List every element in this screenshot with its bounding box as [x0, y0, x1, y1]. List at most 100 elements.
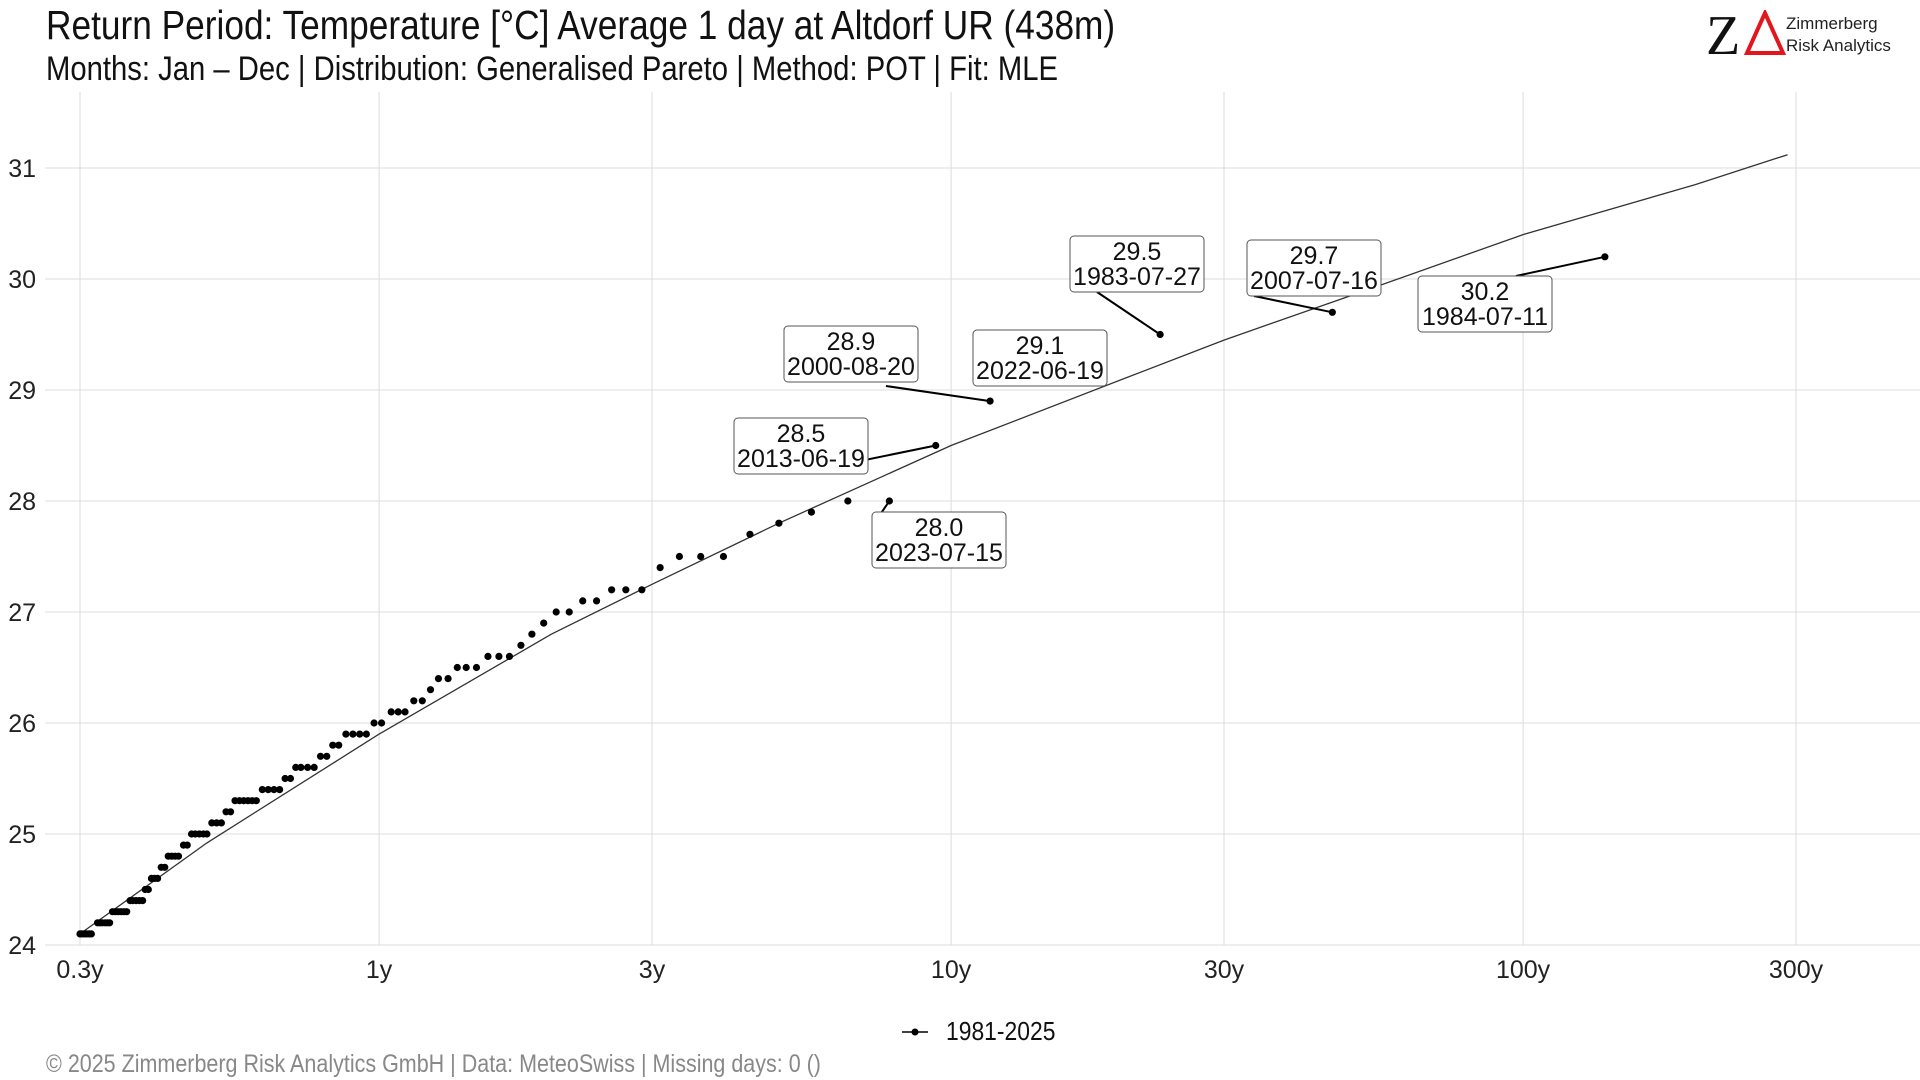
x-tick-label: 100y — [1496, 956, 1551, 984]
x-tick-label: 10y — [931, 956, 972, 984]
data-point — [453, 663, 461, 672]
annotation-date: 2022-06-19 — [976, 357, 1104, 385]
data-point — [323, 752, 331, 760]
annotation-date: 2000-08-20 — [787, 353, 915, 381]
data-point — [139, 897, 147, 905]
data-point — [418, 697, 426, 705]
data-point — [316, 752, 325, 760]
annotation-date: 2007-07-16 — [1250, 267, 1378, 295]
x-tick-label: 1y — [366, 956, 393, 984]
data-point — [370, 719, 378, 727]
x-tick-label: 300y — [1769, 956, 1824, 984]
x-tick-label: 3y — [639, 956, 666, 984]
y-tick-label: 24 — [8, 932, 36, 960]
data-point — [807, 508, 816, 516]
data-point — [106, 919, 114, 927]
data-point — [579, 597, 587, 605]
annotation-date: 2013-06-19 — [737, 445, 865, 473]
data-point — [986, 397, 994, 405]
data-point — [426, 686, 435, 694]
data-point — [349, 730, 357, 738]
data-point — [552, 608, 560, 616]
data-point — [377, 719, 386, 727]
logo-line2: Risk Analytics — [1786, 36, 1891, 55]
data-point — [292, 763, 300, 772]
data-point — [161, 863, 169, 871]
annotation-value: 29.5 — [1113, 238, 1162, 266]
data-point — [297, 763, 305, 772]
annotation-leader — [885, 385, 991, 403]
data-point — [444, 675, 452, 683]
logo-mark: Z — [1706, 5, 1741, 67]
data-point — [226, 808, 235, 816]
data-point — [335, 741, 343, 749]
data-point — [540, 619, 548, 627]
data-point — [844, 497, 852, 505]
y-axis-ticks: 24 25 26 27 28 29 30 31 — [8, 155, 36, 960]
data-point — [286, 774, 295, 783]
data-point — [505, 652, 514, 661]
data-point — [410, 697, 418, 705]
data-point — [517, 641, 525, 649]
fit-line — [79, 154, 1788, 935]
y-tick-label: 28 — [8, 488, 36, 516]
y-tick-label: 25 — [8, 821, 36, 849]
logo-delta-icon — [1744, 10, 1786, 55]
annotation-date: 1984-07-11 — [1422, 303, 1548, 331]
x-axis-ticks: 0.3y 1y 3y 10y 30y 100y 300y — [56, 956, 1823, 984]
data-point — [622, 586, 630, 594]
annotation-date: 2023-07-15 — [875, 539, 1003, 567]
data-point — [387, 708, 395, 716]
legend-key-icon — [902, 1028, 928, 1036]
annotation-value: 28.9 — [827, 328, 876, 356]
data-point — [258, 786, 266, 794]
data-point — [276, 786, 284, 794]
annotation-box — [1069, 235, 1205, 293]
data-point — [362, 730, 370, 738]
data-point — [281, 774, 289, 783]
data-point — [304, 763, 312, 772]
data-point — [264, 786, 272, 794]
data-point — [174, 852, 183, 860]
data-point — [183, 841, 191, 849]
data-point — [123, 908, 131, 916]
data-points — [76, 253, 1609, 938]
annotation-box — [972, 329, 1108, 387]
data-point — [462, 663, 470, 672]
data-point — [329, 741, 337, 749]
data-point — [144, 885, 152, 894]
data-point — [310, 763, 318, 772]
grid-lines — [45, 92, 1920, 946]
data-point — [270, 786, 278, 794]
annotation-box — [1417, 275, 1553, 333]
annotation-box — [783, 325, 919, 383]
y-tick-label: 30 — [8, 266, 36, 294]
data-point — [775, 519, 783, 527]
data-point — [932, 441, 940, 450]
chart-subtitle: Months: Jan – Dec | Distribution: Genera… — [46, 50, 1058, 88]
annotation-value: 28.0 — [915, 514, 964, 542]
annotation-box — [1246, 239, 1382, 297]
annotation-box — [871, 511, 1007, 569]
data-point — [675, 552, 684, 561]
data-point — [656, 564, 664, 572]
annotation-leader — [1096, 291, 1161, 336]
y-tick-label: 27 — [8, 599, 36, 627]
y-tick-label: 29 — [8, 377, 36, 405]
data-point — [356, 730, 364, 738]
data-point — [153, 874, 162, 883]
data-point — [87, 930, 95, 938]
data-point — [608, 586, 616, 594]
data-point — [719, 552, 728, 561]
data-point — [697, 552, 705, 561]
y-tick-label: 26 — [8, 710, 36, 738]
annotation-value: 29.1 — [1016, 332, 1065, 360]
chart-title: Return Period: Temperature [°C] Average … — [46, 2, 1116, 48]
